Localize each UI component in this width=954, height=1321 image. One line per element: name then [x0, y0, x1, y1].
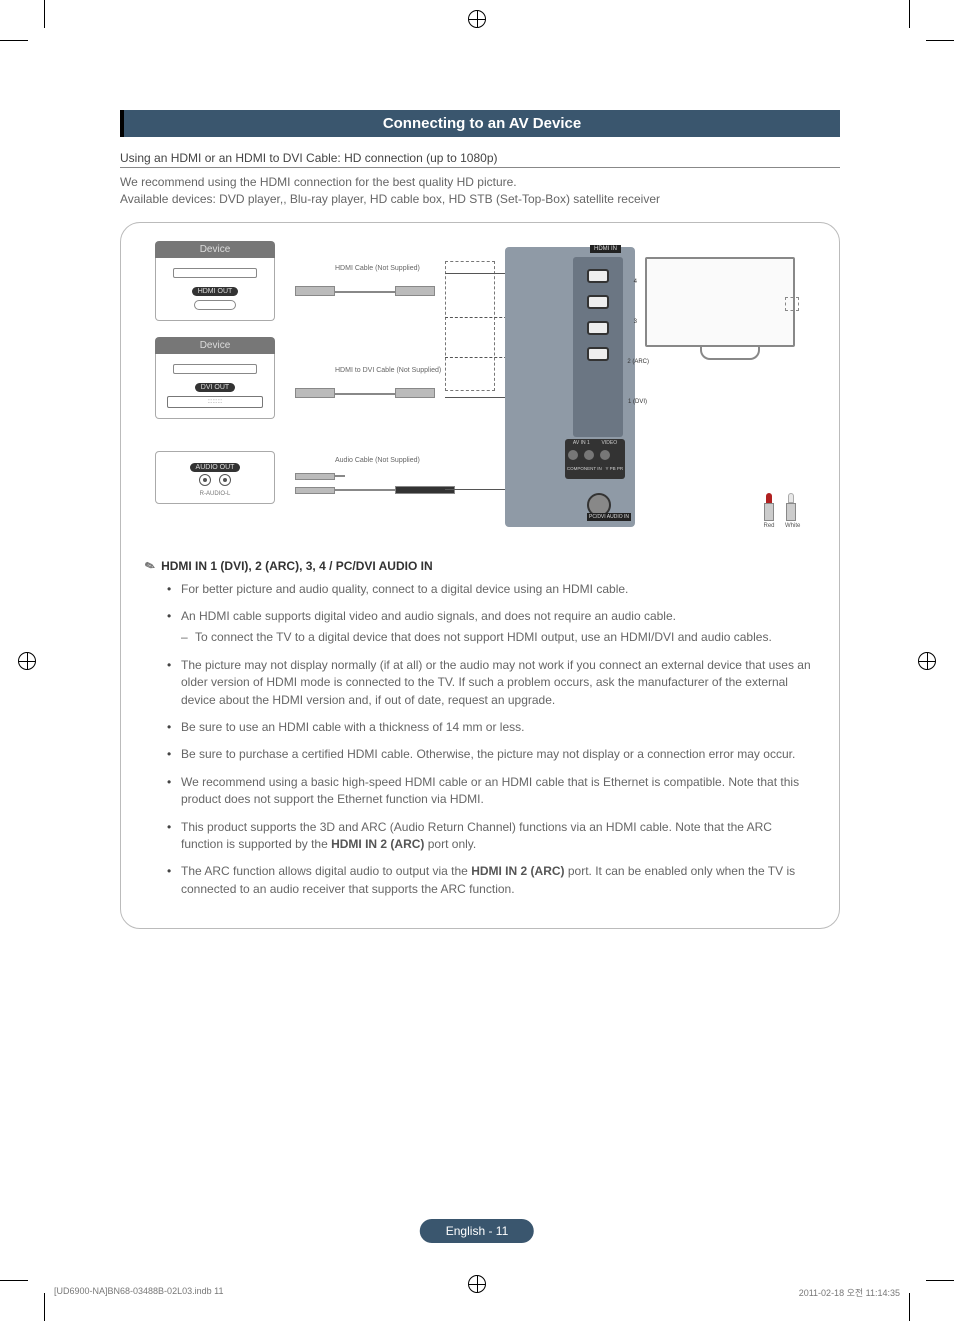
- port-label: DVI OUT: [195, 383, 235, 392]
- hdmi-port-icon: [587, 347, 609, 361]
- tv-stand-icon: [700, 346, 760, 360]
- crop-mark: [0, 40, 28, 41]
- note-item: We recommend using a basic high-speed HD…: [167, 774, 815, 809]
- disc-slot-icon: [173, 364, 258, 374]
- audio-jack-icon: [199, 474, 211, 486]
- audio-in-label: PC/DVI AUDIO IN: [587, 513, 631, 521]
- port-header: HDMI IN: [590, 245, 621, 253]
- hdmi-port-icon: [194, 300, 236, 310]
- print-footer: [UD6900-NA]BN68-03488B-02L03.indb 11 201…: [54, 1286, 900, 1299]
- crop-mark: [926, 1280, 954, 1281]
- note-item: The ARC function allows digital audio to…: [167, 863, 815, 898]
- crop-mark: [0, 1280, 28, 1281]
- page-footer-pill: English - 11: [420, 1219, 534, 1243]
- cable-label: HDMI Cable (Not Supplied): [335, 265, 420, 272]
- cable-label: HDMI to DVI Cable (Not Supplied): [335, 367, 441, 374]
- device-title: Device: [155, 241, 275, 258]
- av-label: COMPONENT IN: [567, 466, 602, 471]
- port-label: HDMI OUT: [192, 287, 239, 296]
- device-hdmi: Device HDMI OUT: [155, 241, 275, 321]
- crop-mark: [909, 0, 910, 28]
- device-audio-out: AUDIO OUT R-AUDIO-L: [155, 451, 275, 504]
- tv-illustration: [645, 257, 815, 367]
- bold-port: HDMI IN 2 (ARC): [331, 837, 424, 851]
- note-item: Be sure to use an HDMI cable with a thic…: [167, 719, 815, 736]
- note-item: For better picture and audio quality, co…: [167, 581, 815, 598]
- dvi-port-icon: :::::::::: [167, 396, 262, 408]
- bold-port: HDMI IN 2 (ARC): [471, 864, 564, 878]
- intro-text: We recommend using the HDMI connection f…: [120, 174, 840, 208]
- device-body: DVI OUT :::::::::: [155, 354, 275, 419]
- hdmi-dvi-cable-icon: [295, 387, 435, 401]
- banner-title: Connecting to an AV Device: [383, 115, 581, 132]
- rca-plug-red: Red: [763, 493, 775, 529]
- note-text: An HDMI cable supports digital video and…: [181, 609, 676, 623]
- note-item: The picture may not display normally (if…: [167, 657, 815, 709]
- connection-diagram: Device HDMI OUT Device DVI OUT :::::::::: [145, 241, 815, 541]
- rca-label: Red: [763, 523, 775, 529]
- device-title: Device: [155, 337, 275, 354]
- routing-dashed-box: [445, 261, 495, 391]
- device-body: AUDIO OUT R-AUDIO-L: [155, 451, 275, 504]
- subheading: Using an HDMI or an HDMI to DVI Cable: H…: [120, 151, 840, 168]
- print-file: [UD6900-NA]BN68-03488B-02L03.indb 11: [54, 1286, 223, 1299]
- port-number: 3: [634, 319, 637, 325]
- crop-mark: [926, 40, 954, 41]
- diagram-container: Device HDMI OUT Device DVI OUT :::::::::: [120, 222, 840, 929]
- rca-plugs: Red White: [763, 493, 797, 529]
- tv-back-panel: HDMI IN 4 3 2 (ARC) 1 (DVI) AV IN 1 VIDE…: [505, 247, 635, 527]
- notes-list: For better picture and audio quality, co…: [167, 581, 815, 898]
- disc-slot-icon: [173, 268, 258, 278]
- intro-line: Available devices: DVD player,, Blu-ray …: [120, 191, 840, 208]
- registration-mark-icon: [468, 10, 486, 28]
- note-subitem: To connect the TV to a digital device th…: [181, 629, 815, 646]
- cable-label: Audio Cable (Not Supplied): [335, 457, 420, 464]
- audio-sublabel: R-AUDIO-L: [162, 491, 268, 497]
- av-label: Y PB PR: [605, 466, 623, 471]
- crop-mark: [909, 1293, 910, 1321]
- note-item: An HDMI cable supports digital video and…: [167, 608, 815, 647]
- hdmi-port-icon: [587, 295, 609, 309]
- port-number: 4: [634, 279, 637, 285]
- crop-mark: [44, 0, 45, 28]
- rca-label: White: [785, 523, 797, 529]
- notes-heading: ✎ HDMI IN 1 (DVI), 2 (ARC), 3, 4 / PC/DVI…: [145, 559, 815, 573]
- device-dvi: Device DVI OUT :::::::::: [155, 337, 275, 419]
- note-item: Be sure to purchase a certified HDMI cab…: [167, 746, 815, 763]
- print-timestamp: 2011-02-18 오전 11:14:35: [799, 1286, 900, 1299]
- device-body: HDMI OUT: [155, 258, 275, 321]
- section-banner: Connecting to an AV Device: [120, 110, 840, 137]
- port-number: 1 (DVI): [628, 399, 647, 405]
- av-in-block: AV IN 1 VIDEO COMPONENT IN Y PB PR: [565, 439, 625, 479]
- note-item: This product supports the 3D and ARC (Au…: [167, 819, 815, 854]
- port-strip: HDMI IN 4 3 2 (ARC) 1 (DVI): [573, 257, 623, 437]
- hdmi-port-icon: [587, 321, 609, 335]
- footer-text: English - 11: [446, 1224, 508, 1238]
- port-label: AUDIO OUT: [190, 463, 241, 472]
- rca-plug-white: White: [785, 493, 797, 529]
- hdmi-cable-icon: [295, 285, 435, 299]
- audio-cable-icon: [295, 469, 455, 497]
- notes-heading-text: HDMI IN 1 (DVI), 2 (ARC), 3, 4 / PC/DVI …: [161, 559, 433, 573]
- registration-mark-icon: [18, 652, 36, 670]
- note-icon: ✎: [143, 557, 157, 574]
- audio-jack-icon: [219, 474, 231, 486]
- intro-line: We recommend using the HDMI connection f…: [120, 174, 840, 191]
- hdmi-port-icon: [587, 269, 609, 283]
- av-label: VIDEO: [602, 440, 618, 446]
- page-content: Connecting to an AV Device Using an HDMI…: [120, 110, 840, 929]
- crop-mark: [44, 1293, 45, 1321]
- registration-mark-icon: [918, 652, 936, 670]
- tv-screen-icon: [645, 257, 795, 347]
- av-label: AV IN 1: [573, 440, 590, 446]
